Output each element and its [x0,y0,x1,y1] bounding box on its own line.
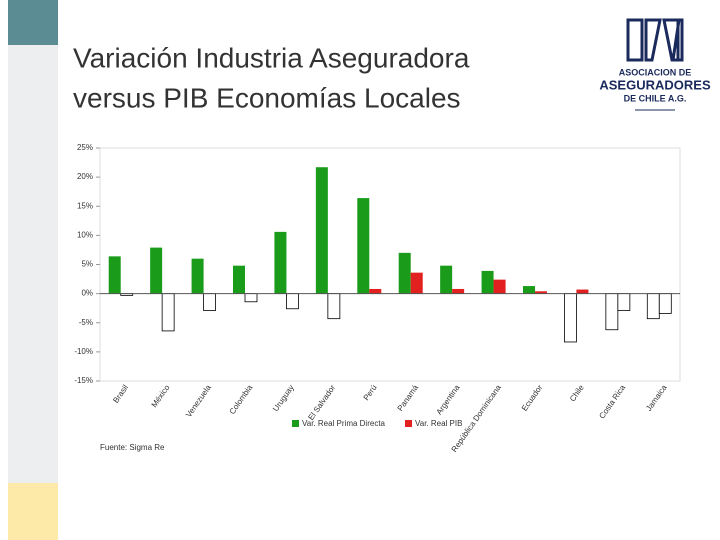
x-tick-label: Chile [568,383,586,404]
logo-text: DE CHILE A.G. [624,93,687,103]
bar [617,293,631,311]
legend-swatch [405,420,412,427]
bar [191,258,204,294]
side-block-top [8,0,58,45]
bar [233,265,245,294]
bar [398,252,411,294]
x-tick-label: Colombia [228,383,255,416]
bar [161,293,175,332]
bar [274,231,287,294]
bar [440,265,453,294]
bar [481,270,494,294]
bar [315,167,328,294]
x-tick-label: Ecuador [520,383,545,413]
title-line: Variación Industria Aseguradora [73,42,470,73]
y-tick-label: 15% [77,201,93,210]
x-tick-label: Uruguay [271,383,296,413]
x-tick-label: Argentina [434,383,461,417]
bar [564,293,577,343]
bar [244,293,258,303]
legend-label: Var. Real Prima Directa [302,419,386,428]
bar [410,272,423,294]
bar [203,293,216,311]
source: Fuente: Sigma Re [100,443,165,452]
bar [452,288,465,294]
y-tick-label: -15% [74,376,93,385]
bar [646,293,660,320]
logo-text: ASEGURADORES [599,77,711,92]
title-line: versus PIB Economías Locales [73,82,461,113]
bar [286,293,299,310]
bar [523,286,535,294]
plot-frame [99,147,681,382]
y-tick-label: 20% [77,172,93,181]
legend-swatch [292,420,299,427]
logo-mark [626,18,684,62]
logo: ASOCIACION DE ASEGURADORES DE CHILE A.G. [599,18,711,111]
logo-text: ASOCIACION DE [619,67,692,77]
legend-label: Var. Real PIB [415,419,462,428]
y-tick-label: -5% [79,318,93,327]
bar [576,289,589,294]
bar [150,247,163,294]
bar [535,291,547,294]
side-block-bottom [8,483,58,540]
x-tick-label: El Salvador [306,383,337,422]
x-tick-label: Venezuela [184,383,213,419]
x-tick-label: Jamaica [644,383,669,413]
y-tick-label: -10% [74,347,93,356]
y-tick-label: 10% [77,230,93,239]
x-tick-label: Panamá [396,383,421,413]
bar [357,198,370,294]
bar [108,256,121,294]
x-tick-label: México [150,383,172,409]
bar [658,293,672,314]
x-tick-label: Brasil [111,383,130,405]
x-tick-label: Perú [362,383,379,402]
y-tick-label: 25% [77,143,93,152]
bar [327,293,341,320]
y-tick-label: 5% [81,260,93,269]
side-stripe [8,0,58,540]
y-tick-label: 0% [81,289,93,298]
bar [369,288,382,294]
bar [493,279,506,294]
bar [605,293,619,331]
x-tick-label: Costa Rica [597,383,627,421]
